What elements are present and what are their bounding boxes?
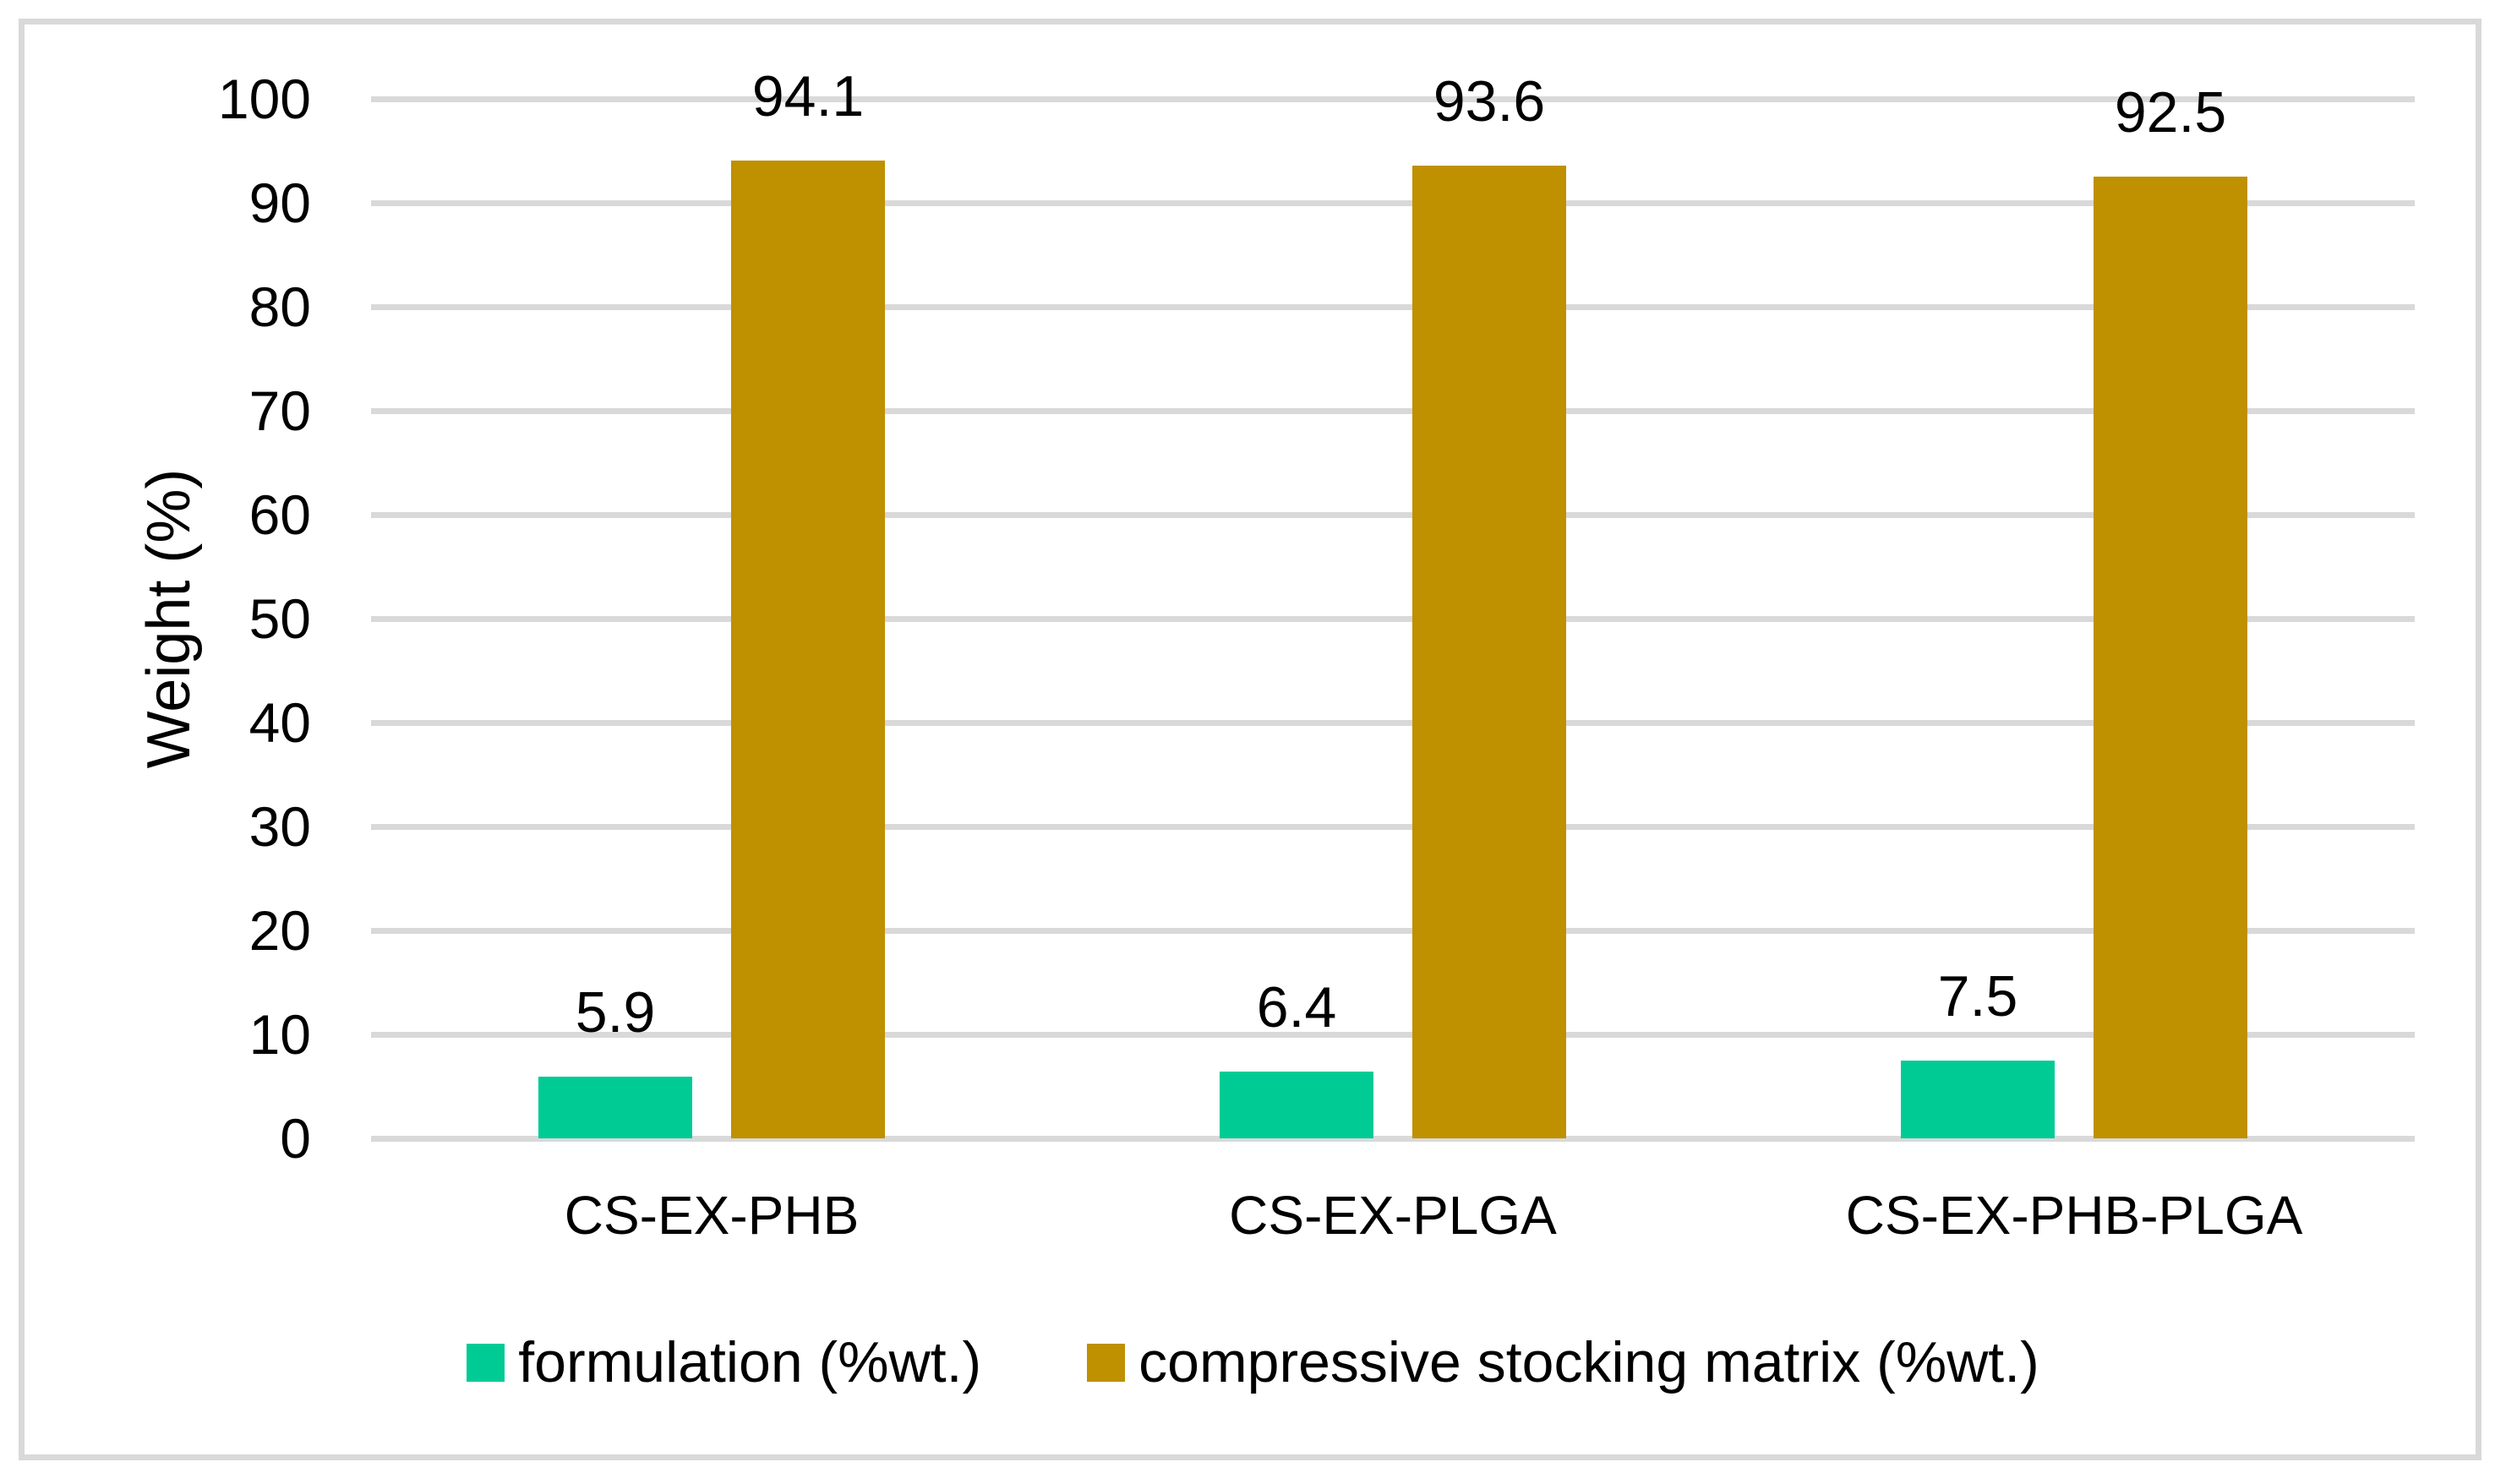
gridline bbox=[371, 720, 2415, 726]
y-axis-tick-labels: 0 10 20 30 40 50 60 70 80 90 100 bbox=[0, 71, 311, 1166]
legend-item: formulation (%wt.) bbox=[467, 1334, 981, 1391]
y-tick-label: 40 bbox=[248, 691, 311, 754]
gridline bbox=[371, 928, 2415, 934]
gridline bbox=[371, 96, 2415, 102]
y-tick-label: 60 bbox=[248, 483, 311, 546]
y-tick-label: 30 bbox=[248, 795, 311, 858]
category-label: CS-EX-PHB-PLGA bbox=[1845, 1185, 2303, 1246]
bar bbox=[1220, 1072, 1373, 1138]
gridline bbox=[371, 1136, 2415, 1142]
legend-label: formulation (%wt.) bbox=[518, 1330, 982, 1394]
x-axis-category-labels: CS-EX-PHB CS-EX-PLGA CS-EX-PHB-PLGA bbox=[371, 1185, 2415, 1252]
legend-swatch bbox=[1087, 1343, 1126, 1382]
plot-area: 5.9 94.1 6.4 93.6 7.5 92.5 bbox=[371, 68, 2415, 1142]
bar-value-label: 93.6 bbox=[1433, 68, 1546, 134]
chart-border-frame bbox=[19, 19, 2481, 1460]
legend: formulation (%wt.) compressive stocking m… bbox=[0, 1334, 2506, 1391]
y-tick-label: 80 bbox=[248, 276, 311, 338]
bar-value-label: 94.1 bbox=[751, 63, 865, 128]
y-tick-label: 50 bbox=[248, 587, 311, 650]
legend-swatch bbox=[467, 1343, 505, 1382]
gridline bbox=[371, 304, 2415, 310]
bar-value-label: 92.5 bbox=[2114, 80, 2227, 145]
bar bbox=[1901, 1060, 2055, 1138]
gridline bbox=[371, 616, 2415, 622]
category-label: CS-EX-PHB bbox=[564, 1185, 860, 1246]
gridline bbox=[371, 408, 2415, 414]
bar-value-label: 6.4 bbox=[1256, 975, 1337, 1040]
gridline bbox=[371, 1032, 2415, 1038]
bar bbox=[2094, 177, 2247, 1138]
bar bbox=[538, 1077, 692, 1138]
gridline bbox=[371, 512, 2415, 518]
legend-label: compressive stocking matrix (%wt.) bbox=[1138, 1330, 2039, 1394]
y-tick-label: 0 bbox=[280, 1107, 311, 1170]
bar-value-label: 5.9 bbox=[575, 980, 656, 1045]
legend-item: compressive stocking matrix (%wt.) bbox=[1087, 1334, 2039, 1391]
bar-value-label: 7.5 bbox=[1937, 963, 2018, 1028]
category-label: CS-EX-PLGA bbox=[1229, 1185, 1557, 1246]
gridline bbox=[371, 824, 2415, 830]
y-tick-label: 10 bbox=[248, 1003, 311, 1066]
y-tick-label: 100 bbox=[217, 68, 311, 130]
y-tick-label: 20 bbox=[248, 899, 311, 962]
bar bbox=[1412, 165, 1566, 1138]
bar bbox=[731, 160, 885, 1138]
y-tick-label: 90 bbox=[248, 172, 311, 234]
y-tick-label: 70 bbox=[248, 379, 311, 442]
gridline bbox=[371, 200, 2415, 206]
